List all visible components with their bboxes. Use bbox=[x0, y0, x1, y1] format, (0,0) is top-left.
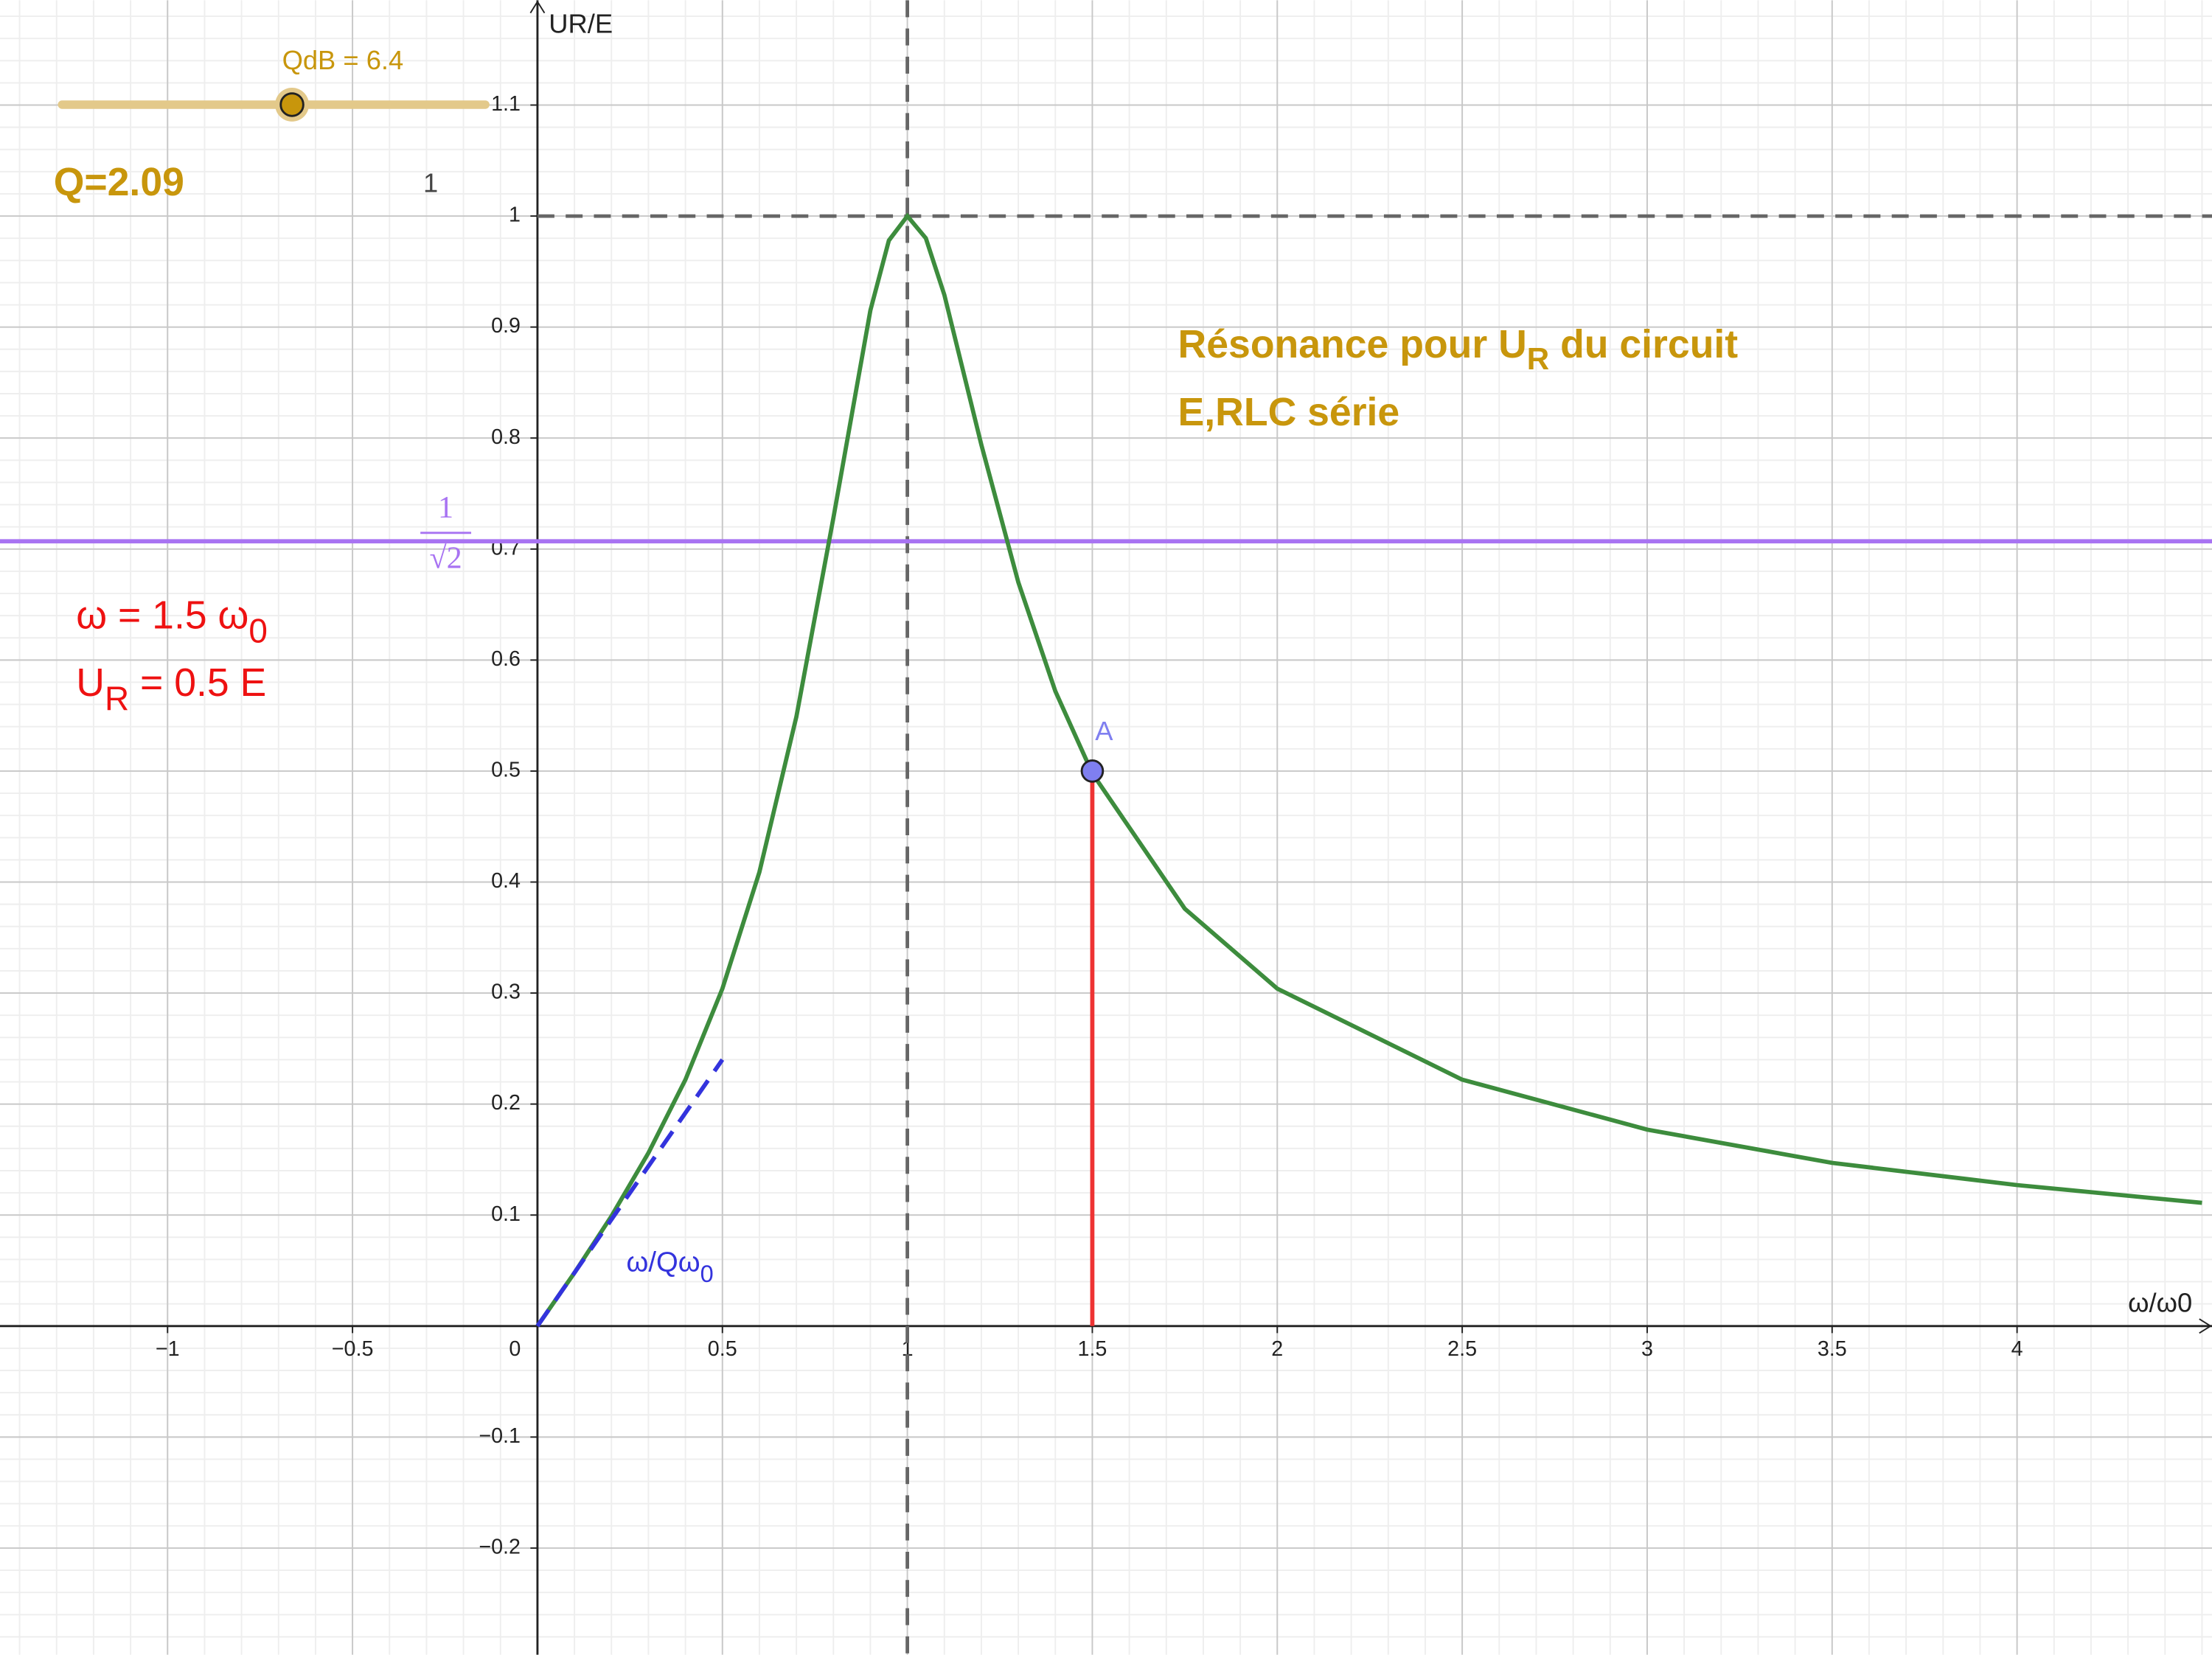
x-tick-label: −0.5 bbox=[332, 1337, 374, 1361]
y-tick-label: 0.3 bbox=[491, 980, 521, 1004]
x-axis-label: ω/ω0 bbox=[2128, 1288, 2192, 1318]
tangent-label: ω/Qω0 bbox=[626, 1247, 713, 1287]
x-tick-label: 0 bbox=[509, 1337, 521, 1361]
x-tick-label: 2.5 bbox=[1447, 1337, 1477, 1361]
x-tick-label: 4 bbox=[2011, 1337, 2023, 1361]
omega-sub: 0 bbox=[248, 612, 268, 650]
point bbox=[1080, 759, 1105, 783]
curve bbox=[535, 212, 2202, 1328]
x-tick-label: 1 bbox=[902, 1337, 914, 1361]
y-tick-label: 1 bbox=[509, 203, 521, 227]
y-axis-label: UR/E bbox=[549, 8, 613, 38]
y-tick-label: −0.1 bbox=[479, 1424, 521, 1448]
x-tick-label: 3.5 bbox=[1818, 1337, 1847, 1361]
y-tick-label: 0.4 bbox=[491, 869, 521, 893]
x-tick-label: 3 bbox=[1641, 1337, 1653, 1361]
y-tick-label: 0.8 bbox=[491, 425, 521, 449]
ref-label-num: 1 bbox=[438, 490, 453, 525]
ur-sub: R bbox=[105, 679, 129, 717]
title: Résonance pour UR du circuit bbox=[1178, 323, 1739, 376]
title-rest: du circuit bbox=[1549, 323, 1738, 366]
ur-rest: = 0.5 E bbox=[129, 661, 266, 705]
y-tick-label: 0.5 bbox=[491, 759, 521, 782]
title-text: Résonance pour U bbox=[1178, 323, 1527, 366]
tangent bbox=[535, 1058, 725, 1328]
q-text: Q=2.09 bbox=[54, 161, 184, 204]
x-tick-label: 0.5 bbox=[708, 1337, 737, 1361]
y-tick-label: 0.9 bbox=[491, 314, 521, 338]
ref-label-den: √2 bbox=[430, 541, 462, 576]
title-sub: R bbox=[1527, 341, 1549, 376]
x-tick-label: −1 bbox=[156, 1337, 180, 1361]
tangent-label-text: ω/Qω bbox=[626, 1247, 700, 1278]
x-arrow bbox=[2199, 1318, 2212, 1334]
x-tick-label: 2 bbox=[1271, 1337, 1283, 1361]
stray-label: 1 bbox=[423, 168, 438, 198]
ur-text: UR = 0.5 E bbox=[76, 661, 266, 717]
point-label: A bbox=[1095, 716, 1113, 746]
omega-text: ω = 1.5 ω0 bbox=[76, 594, 268, 650]
y-tick-label: 1.1 bbox=[491, 92, 521, 116]
y-tick-label: 0.2 bbox=[491, 1091, 521, 1115]
ur-main: U bbox=[76, 661, 105, 705]
y-tick-label: 0.6 bbox=[491, 647, 521, 671]
y-arrow bbox=[529, 0, 546, 14]
omega-main: ω = 1.5 ω bbox=[76, 594, 248, 638]
y-tick-label: −0.2 bbox=[479, 1536, 521, 1559]
tangent-label-sub: 0 bbox=[700, 1261, 714, 1287]
x-tick-label: 1.5 bbox=[1077, 1337, 1107, 1361]
slider-knob[interactable] bbox=[279, 92, 305, 117]
title-line2: E,RLC série bbox=[1178, 391, 1400, 434]
y-tick-label: 0.1 bbox=[491, 1202, 521, 1226]
slider-label: QdB = 6.4 bbox=[282, 45, 404, 75]
